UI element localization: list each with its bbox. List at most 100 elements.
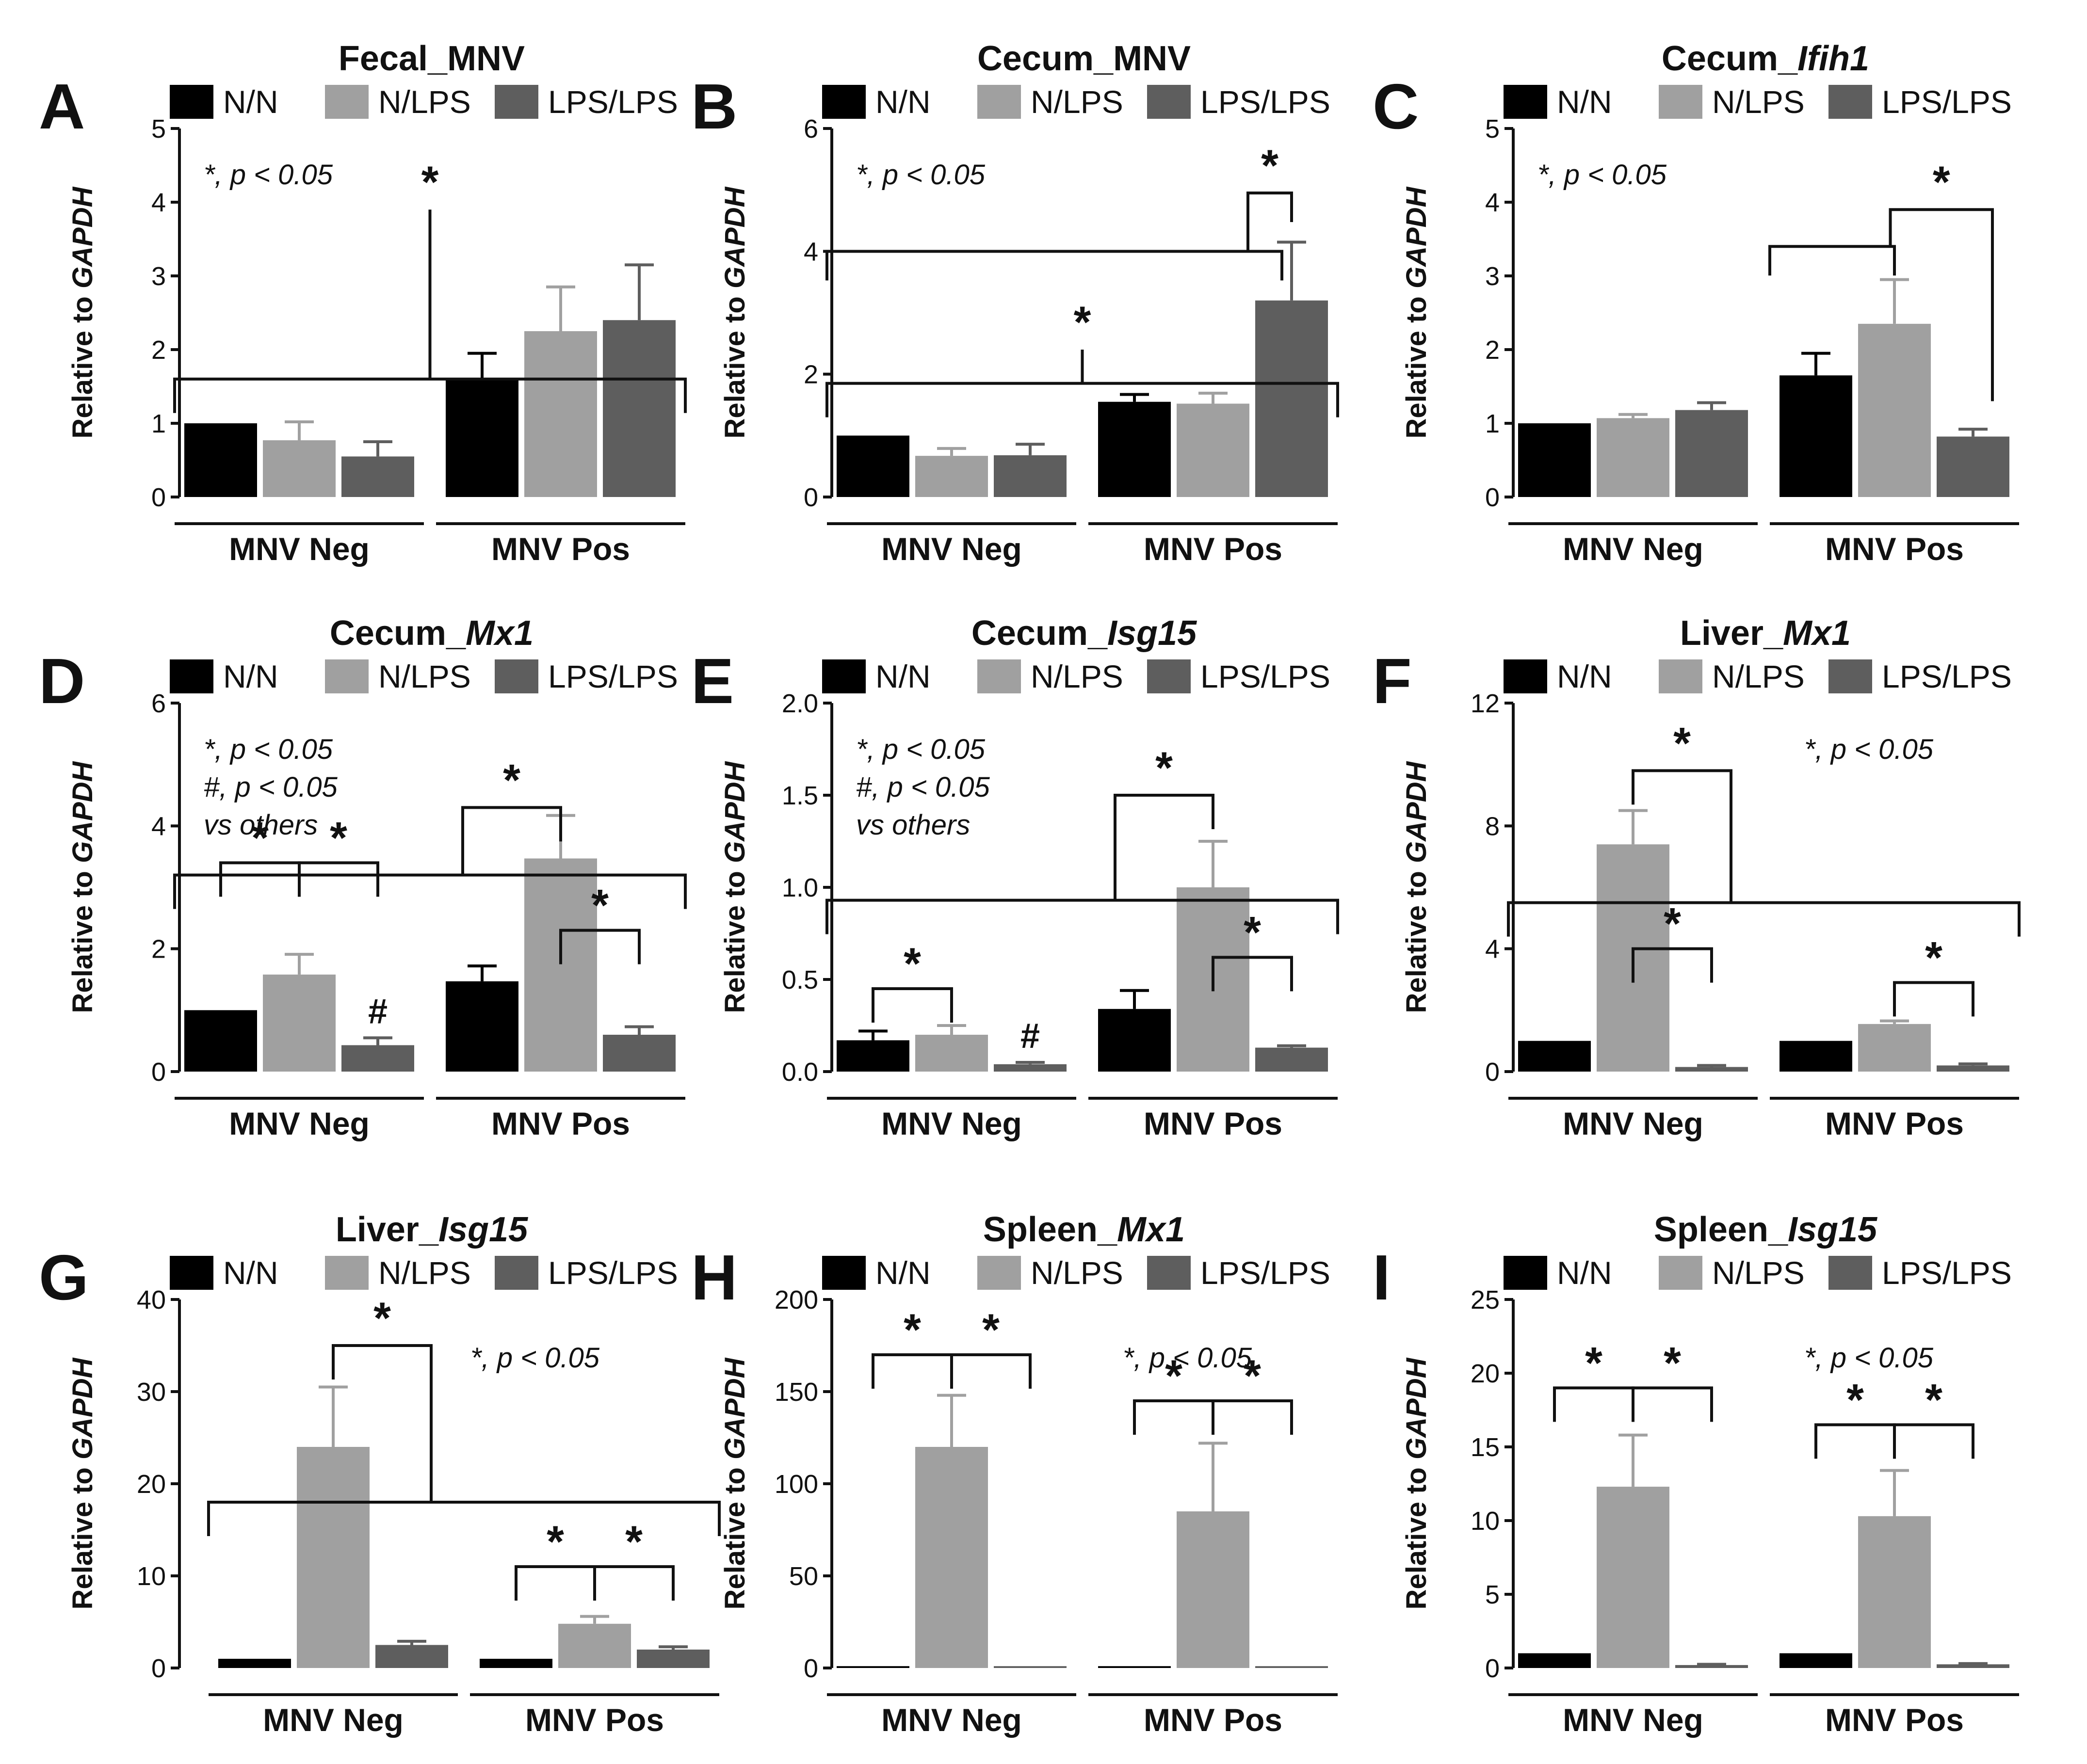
y-axis-label-gene: GAPDH (67, 186, 98, 289)
y-tick-label: 5 (1485, 114, 1500, 144)
significance-bracket (825, 250, 1283, 281)
y-tick-label: 1 (1485, 409, 1500, 438)
bar (1518, 1653, 1591, 1668)
legend-label: N/LPS (1031, 1255, 1123, 1291)
significance-bracket (1893, 1423, 1974, 1459)
legend-label: N/LPS (1712, 1255, 1805, 1291)
significance-star: * (1846, 1375, 1864, 1425)
legend-swatch (977, 659, 1021, 693)
legend-label: N/LPS (378, 1255, 471, 1291)
legend-swatch (977, 1256, 1021, 1290)
panel-b: B Cecum_MNV 0 2 4 6 Relative to GAPDH N/N N/LPS L… (691, 39, 1339, 567)
legend-label: N/LPS (1031, 84, 1123, 120)
significance-bracket (1133, 1399, 1214, 1435)
panel-letter: H (691, 1242, 737, 1313)
p-value-note: *, p < 0.05 (856, 734, 986, 765)
panel-d: D Cecum_Mx1 0 2 4 6 Relative to GAPDH N/N N/LPS L… (39, 614, 687, 1141)
legend-swatch (1659, 659, 1702, 693)
y-axis-label-gene: GAPDH (67, 761, 98, 863)
significance-star: * (1244, 1351, 1261, 1401)
significance-bracket (825, 382, 1339, 417)
y-tick-label: 1.5 (782, 781, 818, 810)
y-tick-label: 12 (1471, 689, 1500, 718)
significance-star: * (1074, 298, 1091, 347)
legend-swatch (822, 1256, 866, 1290)
legend-swatch (1504, 1256, 1547, 1290)
legend-label: LPS/LPS (1200, 84, 1330, 120)
panel-f: F Liver_Mx1 0 4 8 12 Relative to GAPDH N/N N/LPS… (1373, 614, 2021, 1141)
legend-swatch (495, 1256, 538, 1290)
panel-c: C Cecum_Ifih1 0 1 2 3 4 5 Relative to GAPDH N/N N/… (1373, 39, 2019, 567)
y-axis-label: Relative to GAPDH (719, 1357, 751, 1609)
legend-label: N/N (223, 658, 278, 694)
x-group-label: MNV Neg (263, 1702, 404, 1738)
significance-star: * (421, 158, 439, 207)
significance-bracket (1893, 981, 1974, 1017)
bar (1858, 1516, 1931, 1668)
significance-bracket (461, 806, 562, 875)
x-group-label: MNV Neg (229, 531, 370, 567)
y-tick-label: 15 (1471, 1433, 1500, 1462)
y-axis-label-gene: GAPDH (1401, 761, 1432, 863)
y-axis-label-gene: GAPDH (1401, 1357, 1432, 1459)
chart-title-gene: Mx1 (1783, 614, 1851, 653)
y-tick-label: 2 (151, 935, 166, 964)
y-tick-label: 0 (151, 483, 166, 512)
bar (1780, 375, 1852, 497)
bar (994, 1666, 1067, 1668)
panel-e: E Cecum_Isg15 0.0 0.5 1.0 1.5 2.0 Relative to G… (691, 614, 1339, 1141)
significance-bracket (1212, 1399, 1293, 1435)
y-tick-label: 8 (1485, 812, 1500, 841)
significance-bracket (1814, 1423, 1896, 1459)
significance-star: * (1261, 141, 1278, 191)
panel-a: A Fecal_MNV 0 1 2 3 4 5 Relative to GAPDH N/N N/LP… (39, 39, 687, 567)
y-tick-label: 150 (775, 1378, 818, 1407)
significance-star: * (904, 1305, 921, 1355)
legend-swatch (325, 1256, 369, 1290)
chart-title-prefix: Spleen_ (983, 1210, 1117, 1249)
chart-title-gene: Isg15 (1788, 1210, 1877, 1249)
y-tick-label: 6 (804, 114, 818, 144)
y-tick-label: 1.0 (782, 873, 818, 902)
significance-bracket (950, 1353, 1032, 1389)
bar (480, 1659, 552, 1668)
x-group-label: MNV Pos (1825, 1702, 1964, 1738)
p-value-note: vs others (204, 809, 318, 841)
bar (446, 379, 518, 497)
significance-star: * (1165, 1351, 1182, 1401)
y-tick-label: 3 (1485, 262, 1500, 291)
legend-label: N/N (1557, 658, 1612, 694)
p-value-note: *, p < 0.05 (1804, 1342, 1934, 1374)
panel-letter: E (691, 645, 734, 717)
bar (1937, 1065, 2009, 1072)
y-tick-label: 20 (1471, 1359, 1500, 1388)
y-tick-label: 40 (137, 1285, 166, 1315)
legend-label: LPS/LPS (548, 658, 678, 694)
bar (1098, 1666, 1171, 1668)
hash-marker: # (368, 992, 388, 1031)
bar (915, 456, 988, 497)
significance-star: * (1585, 1338, 1602, 1388)
bar (837, 435, 909, 497)
significance-star: * (625, 1517, 643, 1567)
y-axis-label-gene: GAPDH (719, 1357, 751, 1459)
legend-swatch (495, 85, 538, 119)
significance-star: * (904, 939, 921, 989)
significance-bracket (332, 1344, 433, 1502)
chart-title: Cecum_Ifih1 (1662, 39, 1869, 78)
bar (341, 456, 414, 497)
y-axis-label: Relative to GAPDH (1401, 1357, 1432, 1609)
p-value-note: vs others (856, 809, 970, 841)
bar (1858, 1024, 1931, 1072)
x-group-label: MNV Neg (1563, 1702, 1703, 1738)
significance-bracket (1114, 794, 1214, 900)
significance-bracket (1553, 1386, 1634, 1422)
bar (524, 858, 597, 1072)
chart-title-gene: Ifih1 (1797, 39, 1869, 78)
legend-label: LPS/LPS (548, 1255, 678, 1291)
bar (994, 455, 1067, 497)
y-tick-label: 0 (1485, 1058, 1500, 1087)
chart-title: Fecal_MNV (339, 39, 525, 78)
x-group-label: MNV Neg (881, 1106, 1022, 1141)
significance-bracket (1889, 208, 1994, 401)
